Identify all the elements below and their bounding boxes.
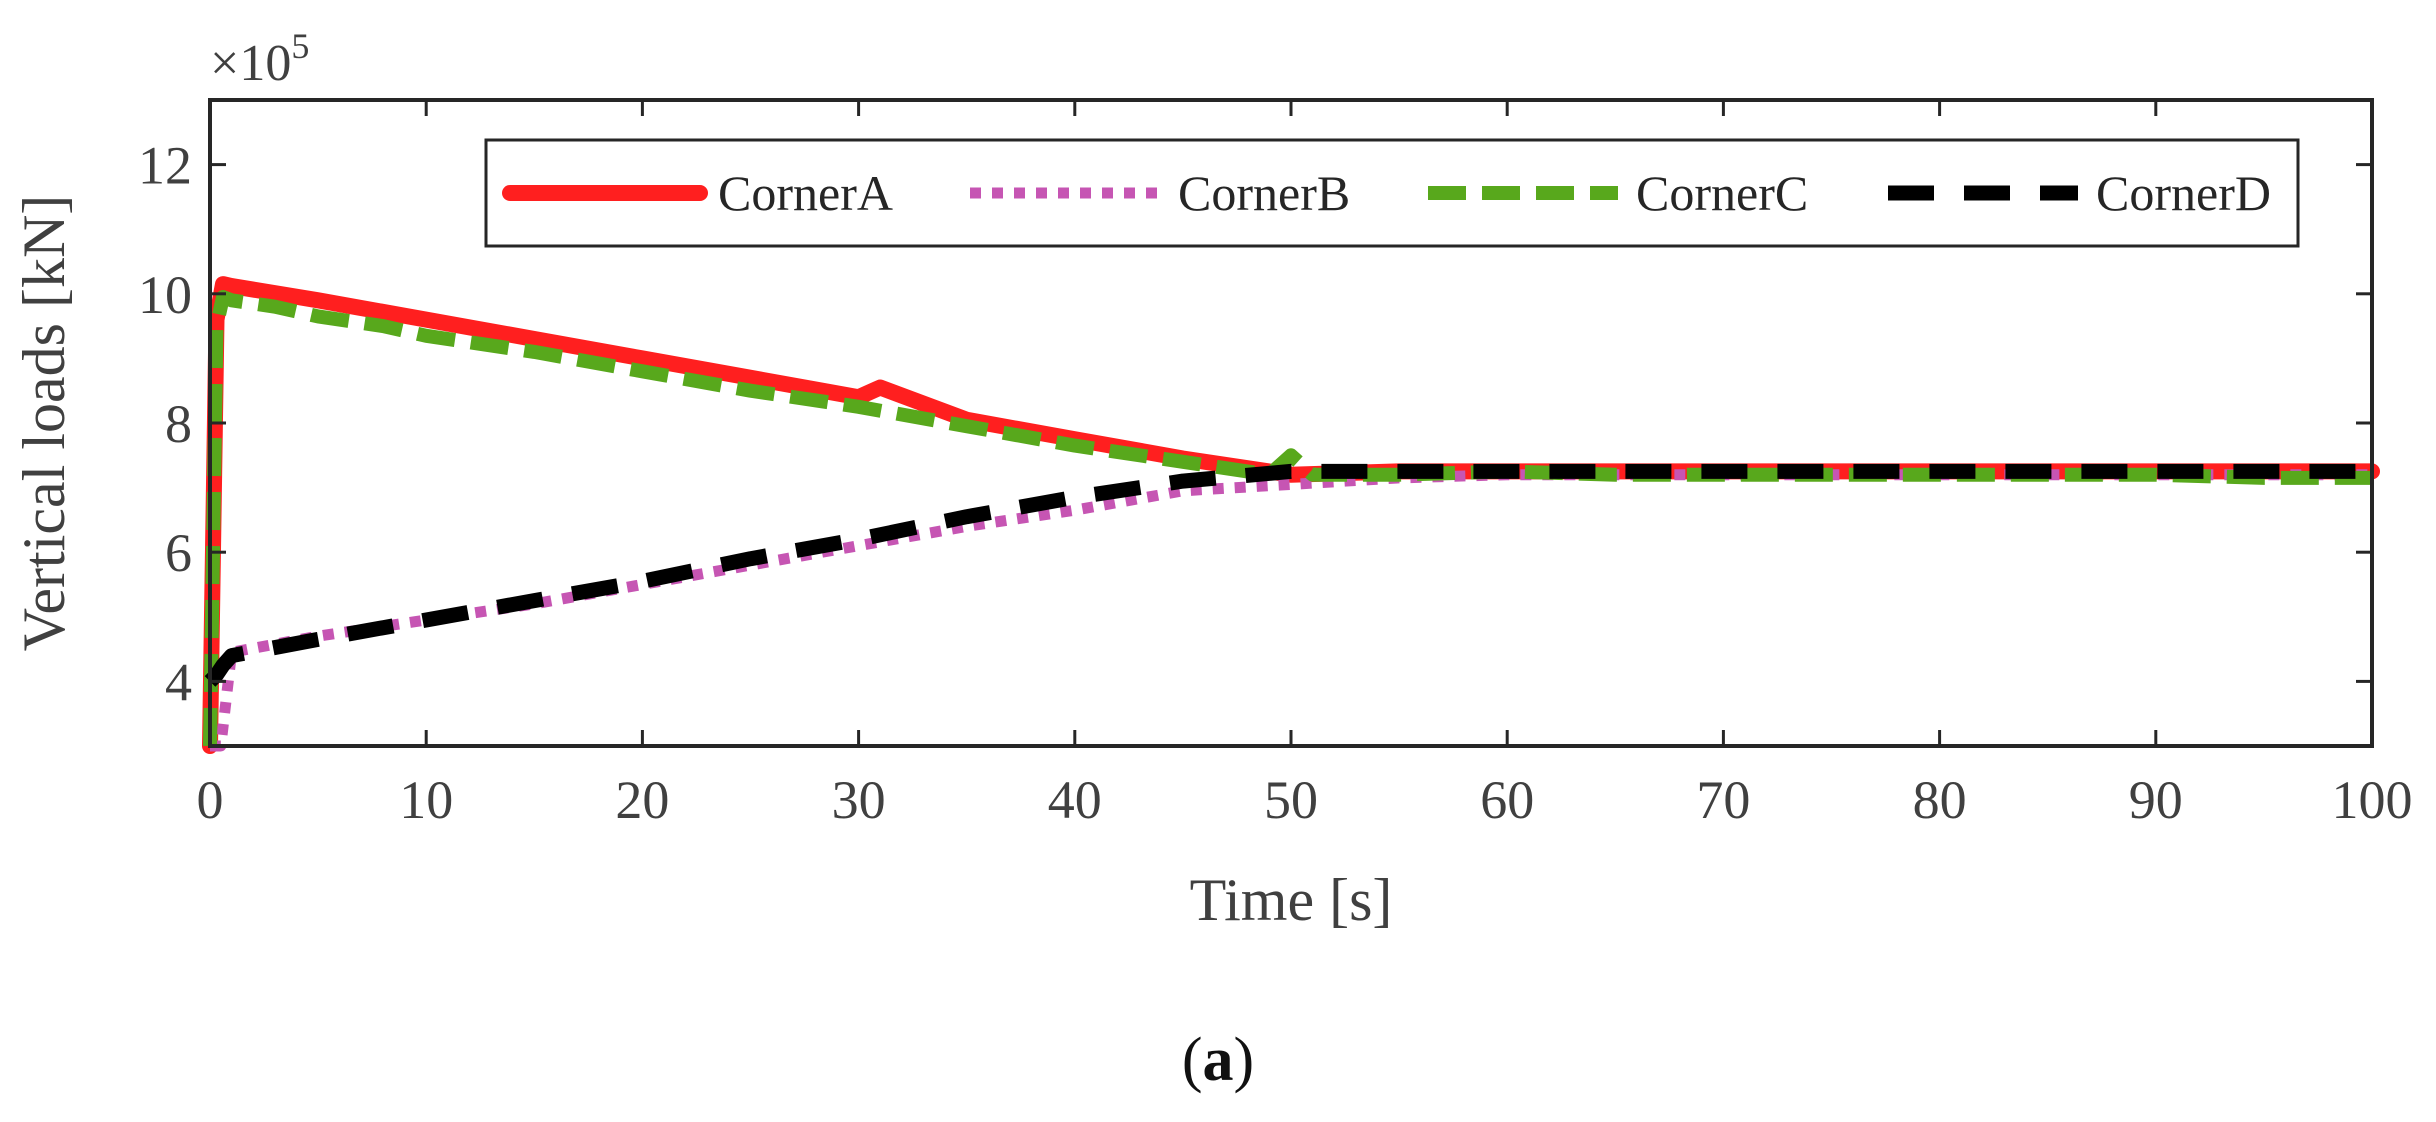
- tick-layer: 0 10 20 30 40 50 60 70 80 90 100 4 6 8 10 12: [138, 100, 2413, 830]
- caption-letter: a: [1203, 1026, 1234, 1094]
- y-tick-label: 4: [165, 652, 192, 712]
- figure-caption: (a): [1182, 1026, 1254, 1094]
- x-tick-label: 50: [1264, 770, 1318, 830]
- y-tick-label: 10: [138, 265, 192, 325]
- legend: CornerA CornerB CornerC CornerD: [484, 138, 2300, 248]
- legend-label-cornera: CornerA: [718, 165, 893, 221]
- y-tick-label: 8: [165, 394, 192, 454]
- x-tick-label: 90: [2129, 770, 2183, 830]
- x-tick-label: 10: [399, 770, 453, 830]
- y-tick-label: 12: [138, 136, 192, 196]
- caption-close: ): [1234, 1026, 1255, 1094]
- x-tick-label: 100: [2332, 770, 2413, 830]
- series-line-cornerd: [204, 463, 2372, 687]
- x-tick-label: 40: [1048, 770, 1102, 830]
- x-tick-label: 0: [197, 770, 224, 830]
- legend-label-cornerd: CornerD: [2096, 165, 2271, 221]
- y-axis-label: Vertical loads [kN]: [11, 195, 77, 652]
- x-tick-label: 30: [832, 770, 886, 830]
- x-tick-label: 80: [1913, 770, 1967, 830]
- x-tick-label: 70: [1696, 770, 1750, 830]
- legend-label-cornerb: CornerB: [1178, 165, 1350, 221]
- x-tick-label: 60: [1480, 770, 1534, 830]
- x-tick-label: 20: [615, 770, 669, 830]
- series-layer: [202, 276, 2380, 754]
- y-exponent-power: 5: [291, 26, 309, 66]
- y-exponent-base: ×10: [210, 35, 291, 92]
- y-exponent-label: ×105: [210, 26, 309, 92]
- x-axis-label: Time [s]: [1190, 867, 1393, 933]
- legend-label-cornerc: CornerC: [1636, 165, 1808, 221]
- y-tick-label: 6: [165, 523, 192, 583]
- caption-open: (: [1182, 1026, 1203, 1094]
